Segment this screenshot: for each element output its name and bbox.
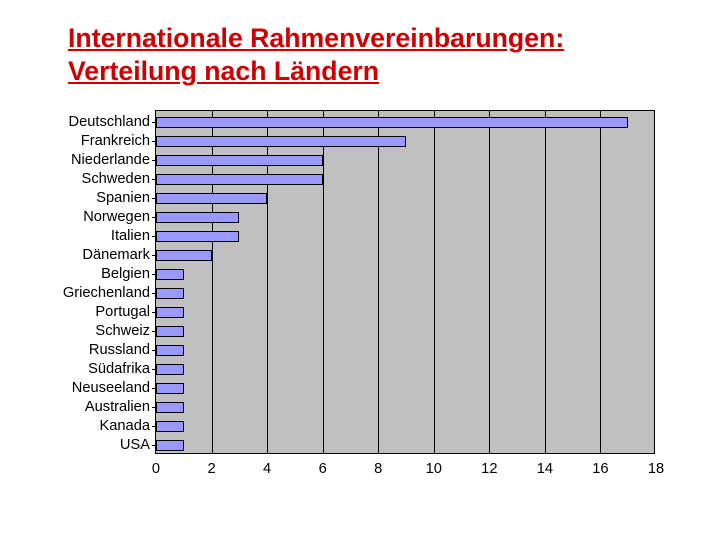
bar xyxy=(156,117,628,128)
y-tick-label: Dänemark xyxy=(82,247,150,263)
x-tick-label: 18 xyxy=(648,461,664,477)
gridline xyxy=(434,111,435,453)
x-tick-label: 16 xyxy=(592,461,608,477)
x-tick-label: 10 xyxy=(426,461,442,477)
bar xyxy=(156,231,239,242)
x-tick-label: 2 xyxy=(207,461,215,477)
y-tick xyxy=(152,312,156,313)
y-tick xyxy=(152,179,156,180)
bar xyxy=(156,383,184,394)
x-tick-label: 6 xyxy=(319,461,327,477)
y-tick xyxy=(152,255,156,256)
y-tick xyxy=(152,369,156,370)
y-tick-label: Kanada xyxy=(99,418,150,434)
y-tick xyxy=(152,350,156,351)
gridline xyxy=(489,111,490,453)
bar xyxy=(156,269,184,280)
y-tick xyxy=(152,426,156,427)
gridline xyxy=(545,111,546,453)
y-tick xyxy=(152,445,156,446)
y-tick-label: Neuseeland xyxy=(72,380,150,396)
gridline xyxy=(600,111,601,453)
bar-chart: 024681012141618DeutschlandFrankreichNied… xyxy=(155,110,655,454)
bar xyxy=(156,212,239,223)
y-tick-label: Belgien xyxy=(101,266,150,282)
title-line-1: Internationale Rahmenvereinbarungen: xyxy=(68,23,564,53)
y-tick xyxy=(152,331,156,332)
y-tick-label: USA xyxy=(120,437,150,453)
y-tick xyxy=(152,141,156,142)
title-line-2: Verteilung nach Ländern xyxy=(68,56,379,86)
bar xyxy=(156,345,184,356)
y-tick-label: Niederlande xyxy=(71,152,150,168)
y-tick xyxy=(152,407,156,408)
gridline xyxy=(323,111,324,453)
y-tick-label: Italien xyxy=(111,228,150,244)
bar xyxy=(156,136,406,147)
bar xyxy=(156,174,323,185)
y-tick-label: Russland xyxy=(89,342,150,358)
y-tick xyxy=(152,198,156,199)
bar xyxy=(156,440,184,451)
bar xyxy=(156,326,184,337)
y-tick xyxy=(152,122,156,123)
y-tick xyxy=(152,274,156,275)
bar xyxy=(156,155,323,166)
plot-area: 024681012141618DeutschlandFrankreichNied… xyxy=(155,110,655,454)
y-tick xyxy=(152,236,156,237)
y-tick-label: Schweiz xyxy=(95,323,150,339)
y-tick-label: Deutschland xyxy=(69,114,150,130)
y-tick xyxy=(152,388,156,389)
x-tick-label: 14 xyxy=(537,461,553,477)
y-tick-label: Norwegen xyxy=(83,209,150,225)
x-tick-label: 12 xyxy=(481,461,497,477)
bar xyxy=(156,193,267,204)
bar xyxy=(156,250,212,261)
y-tick xyxy=(152,293,156,294)
x-tick-label: 4 xyxy=(263,461,271,477)
bar xyxy=(156,421,184,432)
x-tick-label: 0 xyxy=(152,461,160,477)
gridline xyxy=(378,111,379,453)
chart-title: Internationale Rahmenvereinbarungen: Ver… xyxy=(68,22,564,89)
x-tick-label: 8 xyxy=(374,461,382,477)
y-tick-label: Südafrika xyxy=(88,361,150,377)
y-tick-label: Frankreich xyxy=(81,133,150,149)
y-tick-label: Portugal xyxy=(95,304,150,320)
y-tick xyxy=(152,160,156,161)
y-tick-label: Spanien xyxy=(96,190,150,206)
y-tick-label: Australien xyxy=(85,399,150,415)
bar xyxy=(156,307,184,318)
y-tick-label: Schweden xyxy=(82,171,150,187)
y-tick-label: Griechenland xyxy=(63,285,150,301)
bar xyxy=(156,364,184,375)
y-tick xyxy=(152,217,156,218)
bar xyxy=(156,402,184,413)
bar xyxy=(156,288,184,299)
